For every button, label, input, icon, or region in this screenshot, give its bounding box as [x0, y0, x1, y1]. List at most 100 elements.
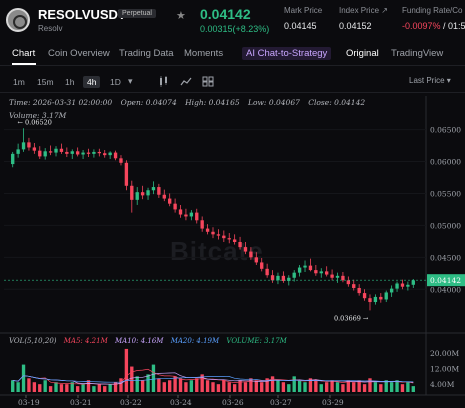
symbol-title[interactable]: RESOLVUSDT — [38, 7, 126, 22]
timeframe-more-icon[interactable]: ▾ — [128, 76, 133, 86]
volume-bar — [92, 386, 96, 392]
coin-logo — [6, 8, 30, 32]
volume-bar — [362, 384, 367, 392]
candle-body — [189, 212, 194, 217]
candle-body — [92, 151, 96, 154]
favorite-star-icon[interactable]: ★ — [176, 10, 186, 22]
volume-bar — [297, 380, 302, 392]
vol-legend-ma5: MA5: 4.21M — [63, 337, 108, 345]
volume-tick-label: 4.00M — [430, 380, 455, 389]
candle-body — [43, 151, 47, 157]
volume-bar — [113, 382, 118, 392]
candle-body — [276, 275, 280, 281]
volume-bar — [287, 384, 291, 392]
candle-body — [16, 149, 20, 154]
candle-type-icon[interactable] — [158, 76, 170, 87]
volume-bar — [270, 376, 275, 392]
candle-body — [178, 209, 183, 215]
vol-legend-volume: VOLUME: 3.17M — [226, 337, 287, 345]
vol-legend-params: VOL(5,10,20) — [9, 337, 57, 345]
candle-body — [281, 275, 286, 281]
candle-body — [75, 151, 80, 155]
volume-bar — [16, 382, 20, 392]
y-tick-label: 0.06500 — [430, 126, 461, 135]
tab-ai-chat-to-strategy[interactable]: AI Chat-to-Strategy — [242, 47, 332, 60]
chart-settings-icon[interactable] — [202, 76, 214, 87]
candle-body — [319, 271, 323, 274]
candle-body — [384, 292, 388, 300]
x-tick-label: 03-26 — [222, 398, 244, 407]
tab-tradingview[interactable]: TradingView — [391, 48, 444, 59]
candle-body — [352, 284, 356, 288]
candle-body — [227, 238, 231, 240]
candle-body — [135, 192, 139, 200]
volume-bar — [54, 382, 58, 392]
tab-chart[interactable]: Chart — [12, 48, 36, 59]
candle-body — [297, 267, 302, 273]
candle-body — [146, 190, 150, 196]
timeframe-1m[interactable]: 1m — [13, 77, 25, 87]
volume-bar — [97, 384, 101, 392]
x-tick-label: 03-19 — [18, 398, 40, 407]
volume-ma5-line — [12, 368, 414, 385]
volume-title: Volume: 3.17M — [9, 111, 67, 120]
volume-bar — [135, 376, 139, 392]
volume-bar — [395, 380, 399, 392]
candle-body — [70, 151, 74, 154]
tab-coin-overview[interactable]: Coin Overview — [48, 48, 110, 59]
candle-body — [287, 277, 291, 281]
timeframe-1d[interactable]: 1D — [110, 77, 121, 87]
volume-bar — [281, 382, 286, 392]
volume-bar — [379, 384, 383, 392]
candle-body — [32, 147, 37, 151]
candle-body — [21, 142, 26, 150]
x-tick-label: 03-21 — [70, 398, 92, 407]
volume-ma10-line — [12, 372, 414, 385]
volume-bar — [65, 384, 69, 392]
candle-body — [86, 152, 91, 154]
y-tick-label: 0.04000 — [430, 285, 461, 294]
price-type-selector[interactable]: Last Price ▾ — [409, 76, 451, 85]
tab-moments[interactable]: Moments — [184, 48, 224, 59]
volume-bar — [11, 380, 15, 392]
low-marker: 0.03669 → — [334, 314, 369, 322]
volume-bar — [205, 380, 210, 392]
tab-trading-data[interactable]: Trading Data — [119, 48, 174, 59]
volume-bar — [292, 376, 296, 392]
volume-bar — [200, 374, 204, 392]
candle-body — [260, 262, 264, 269]
y-tick-label: 0.04500 — [430, 253, 461, 262]
candle-body — [373, 296, 378, 303]
candle-body — [265, 268, 269, 276]
last-price-tag-bg — [427, 274, 465, 287]
indicators-icon[interactable] — [180, 76, 192, 87]
timeframe-4h[interactable]: 4h — [83, 76, 101, 88]
candle-body — [346, 280, 351, 285]
volume-bar — [411, 386, 415, 392]
volume-bar — [243, 382, 248, 392]
candle-body — [130, 185, 134, 200]
timeframe-15m[interactable]: 15m — [37, 77, 54, 87]
volume-bar — [189, 380, 194, 392]
index-price-label[interactable]: Index Price ↗ — [339, 6, 388, 15]
timeframe-1h[interactable]: 1h — [65, 77, 75, 87]
volume-bar — [59, 384, 64, 392]
tab-original[interactable]: Original — [346, 48, 379, 59]
candle-body — [308, 265, 313, 271]
volume-bar — [184, 382, 188, 392]
y-tick-label: 0.06000 — [430, 158, 461, 167]
candle-body — [173, 203, 177, 210]
candlestick-chart[interactable]: 0.06500 0.06000 0.05500 0.05000 0.04500 0.040… — [0, 94, 465, 408]
candle-body — [113, 152, 118, 159]
volume-bar — [341, 384, 345, 392]
ticker-header: RESOLVUSDT Perpetual ★ Resolv 0.04142 0.… — [0, 0, 465, 40]
candle-body — [379, 296, 383, 300]
volume-bar — [325, 382, 329, 392]
last-price-tag: 0.04142 — [430, 276, 461, 285]
candle-body — [330, 274, 334, 278]
volume-bar — [357, 380, 361, 392]
candle-body — [48, 151, 53, 153]
active-tab-underline — [12, 63, 36, 65]
volume-bar — [400, 384, 405, 392]
volume-bar — [330, 380, 334, 392]
